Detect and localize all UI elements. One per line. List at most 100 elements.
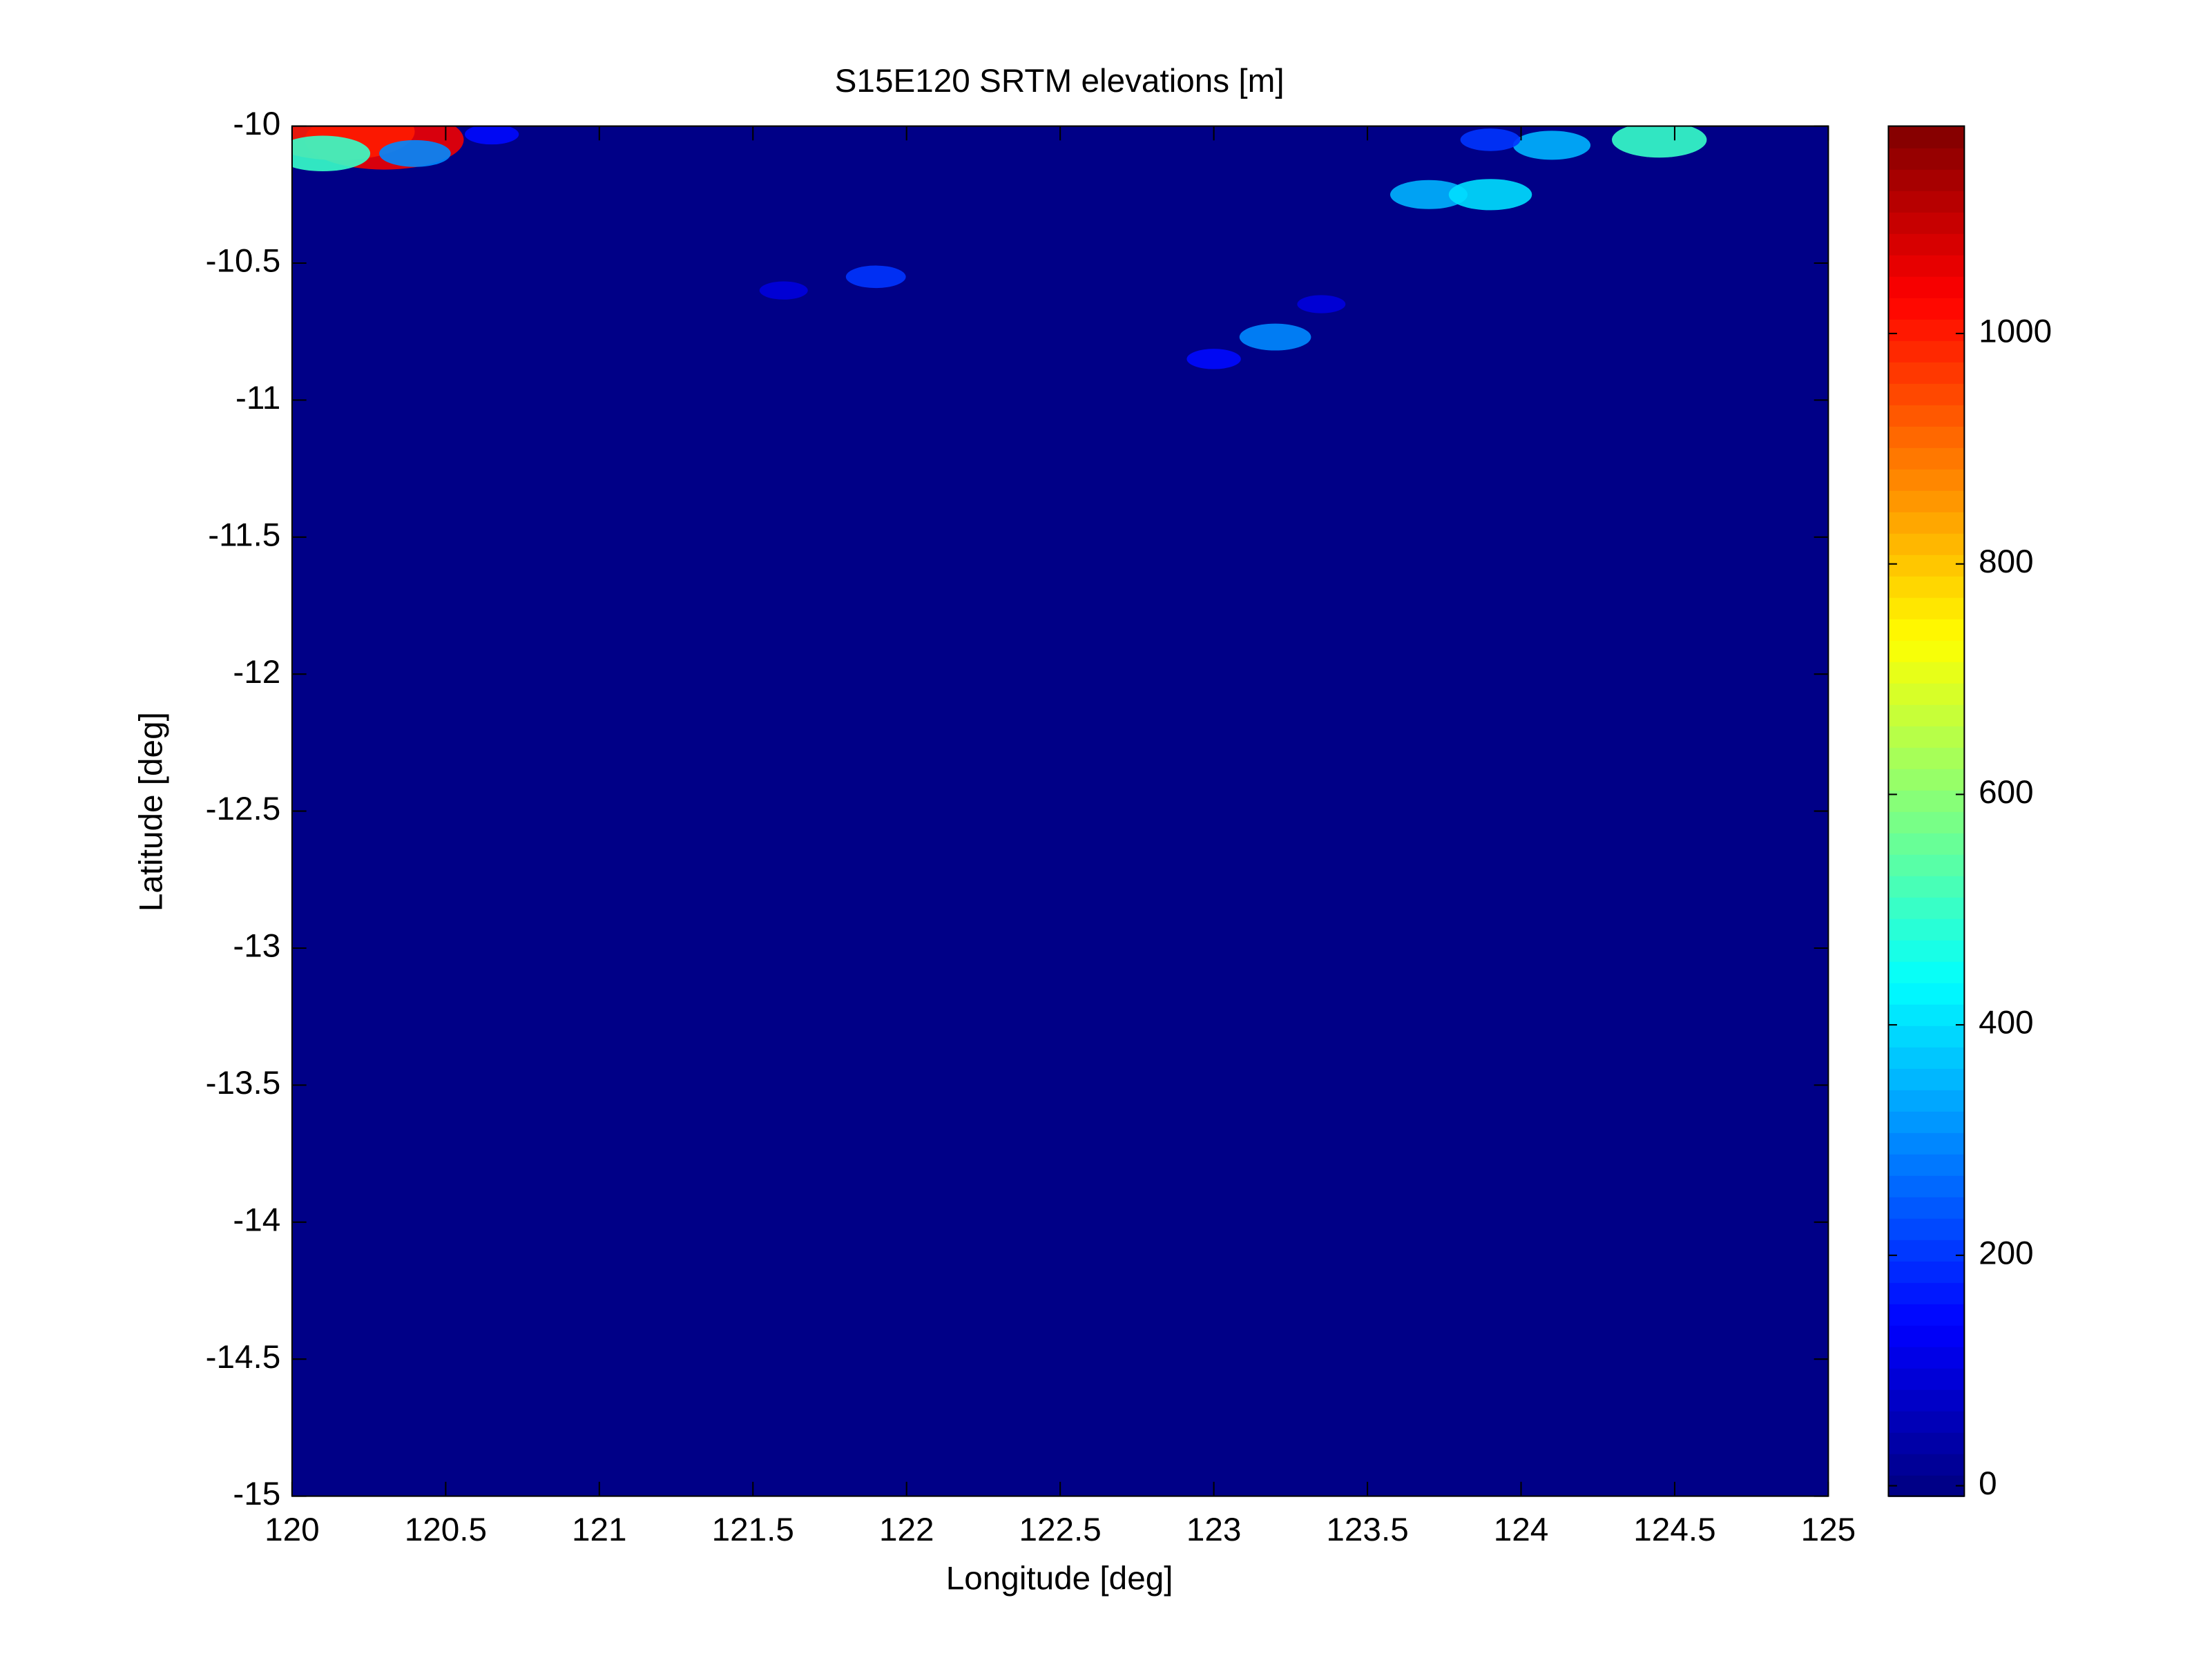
x-tick-label: 120.5 [405,1512,487,1548]
colorbar-swatch [1888,575,1965,598]
colorbar-swatch [1888,276,1965,298]
colorbar-swatch [1888,361,1965,384]
colorbar-swatch [1888,1175,1965,1197]
colorbar-swatch [1888,1068,1965,1090]
colorbar-swatch [1888,383,1965,405]
elevation-cell [1186,349,1241,369]
colorbar-swatch [1888,126,1965,148]
colorbar-swatch [1888,554,1965,577]
elevation-cell [1512,131,1591,160]
colorbar-swatch [1888,1389,1965,1411]
colorbar-tick-label: 600 [1979,774,2034,811]
colorbar-swatch [1888,1046,1965,1069]
colorbar-swatch [1888,725,1965,748]
background-field [291,126,1829,1496]
colorbar-swatch [1888,511,1965,534]
y-tick-label: -12 [233,654,280,691]
x-tick-label: 120 [265,1512,320,1548]
x-axis-label: Longitude [deg] [946,1560,1173,1597]
colorbar-swatch [1888,425,1965,448]
axes: 120 120.5 121 121.5 122 122.5 123 123.5 124 124.5… [206,106,1856,1548]
x-tick-label: 124 [1494,1512,1549,1548]
colorbar-swatch [1888,1217,1965,1240]
colorbar-swatch [1888,233,1965,256]
colorbar-swatch [1888,618,1965,641]
colorbar-swatch [1888,896,1965,919]
colorbar-swatch [1888,168,1965,191]
colorbar-swatch [1888,1303,1965,1326]
colorbar-swatch [1888,661,1965,684]
colorbar-swatch [1888,811,1965,833]
colorbar-swatch [1888,1453,1965,1476]
x-tick-label: 123 [1186,1512,1242,1548]
colorbar-swatch [1888,939,1965,962]
colorbar-swatch [1888,875,1965,898]
y-tick-label: -11 [235,380,280,416]
colorbar-swatch [1888,340,1965,363]
colorbar-swatch [1888,1324,1965,1347]
colorbar-swatch [1888,1196,1965,1219]
colorbar-swatch [1888,1260,1965,1283]
elevation-cell [1460,128,1521,151]
elevation-cell [1389,180,1468,209]
colorbar-swatch [1888,147,1965,170]
colorbar-swatch [1888,1474,1965,1497]
y-tick-label: -14.5 [206,1339,281,1376]
colorbar-swatch [1888,297,1965,320]
x-tick-label: 121.5 [712,1512,794,1548]
colorbar-swatch [1888,682,1965,705]
y-tick-label: -12.5 [206,791,281,827]
elevation-cell [1297,295,1346,314]
y-tick-label: -13.5 [206,1065,281,1101]
colorbar-swatch [1888,1410,1965,1433]
colorbar-swatch [1888,1282,1965,1304]
colorbar-swatch [1888,1110,1965,1133]
x-tick-label: 121 [572,1512,627,1548]
plot-area [291,126,1829,1496]
colorbar-swatch [1888,190,1965,213]
colorbar-tick-label: 800 [1979,543,2034,580]
colorbar-swatch [1888,254,1965,277]
colorbar-swatch [1888,832,1965,855]
colorbar-swatch [1888,404,1965,427]
x-tick-label: 125 [1801,1512,1856,1548]
elevation-cell [1239,323,1311,351]
colorbar-swatch [1888,918,1965,941]
colorbar-tick-label: 0 [1979,1465,1997,1502]
colorbar-swatch [1888,1239,1965,1262]
elevation-cell [759,281,808,300]
colorbar-swatch [1888,532,1965,555]
colorbar-swatch [1888,639,1965,662]
colorbar-swatch [1888,1346,1965,1369]
elevation-cell [1612,126,1707,158]
x-tick-label: 122.5 [1019,1512,1102,1548]
y-tick-label: -13 [233,928,280,965]
elevation-cell [1448,179,1532,211]
elevation-cell [845,265,906,289]
y-axis-label: Latitude [deg] [133,712,169,912]
chart-title: S15E120 SRTM elevations [m] [835,63,1285,99]
colorbar-swatch [1888,1367,1965,1390]
y-tick-label: -11.5 [208,517,280,553]
colorbar-swatch [1888,1432,1965,1454]
colorbar: 0 200 400 600 800 1000 [1887,125,2052,1502]
colorbar-swatch [1888,768,1965,791]
colorbar-swatch [1888,447,1965,470]
y-tick-label: -10 [233,106,280,142]
colorbar-tick-label: 400 [1979,1005,2034,1041]
colorbar-swatch [1888,1003,1965,1026]
colorbar-swatch [1888,1025,1965,1048]
y-tick-label: -15 [233,1476,280,1512]
colorbar-swatch [1888,211,1965,234]
colorbar-tick-label: 200 [1979,1235,2034,1271]
y-tick-label: -10.5 [206,243,281,280]
elevation-cell [379,139,451,167]
colorbar-swatch [1888,789,1965,812]
colorbar-swatch [1888,1089,1965,1112]
colorbar-swatch [1888,318,1965,341]
colorbar-swatch [1888,704,1965,726]
colorbar-swatch [1888,1153,1965,1176]
colorbar-swatch [1888,468,1965,491]
x-tick-label: 124.5 [1633,1512,1715,1548]
